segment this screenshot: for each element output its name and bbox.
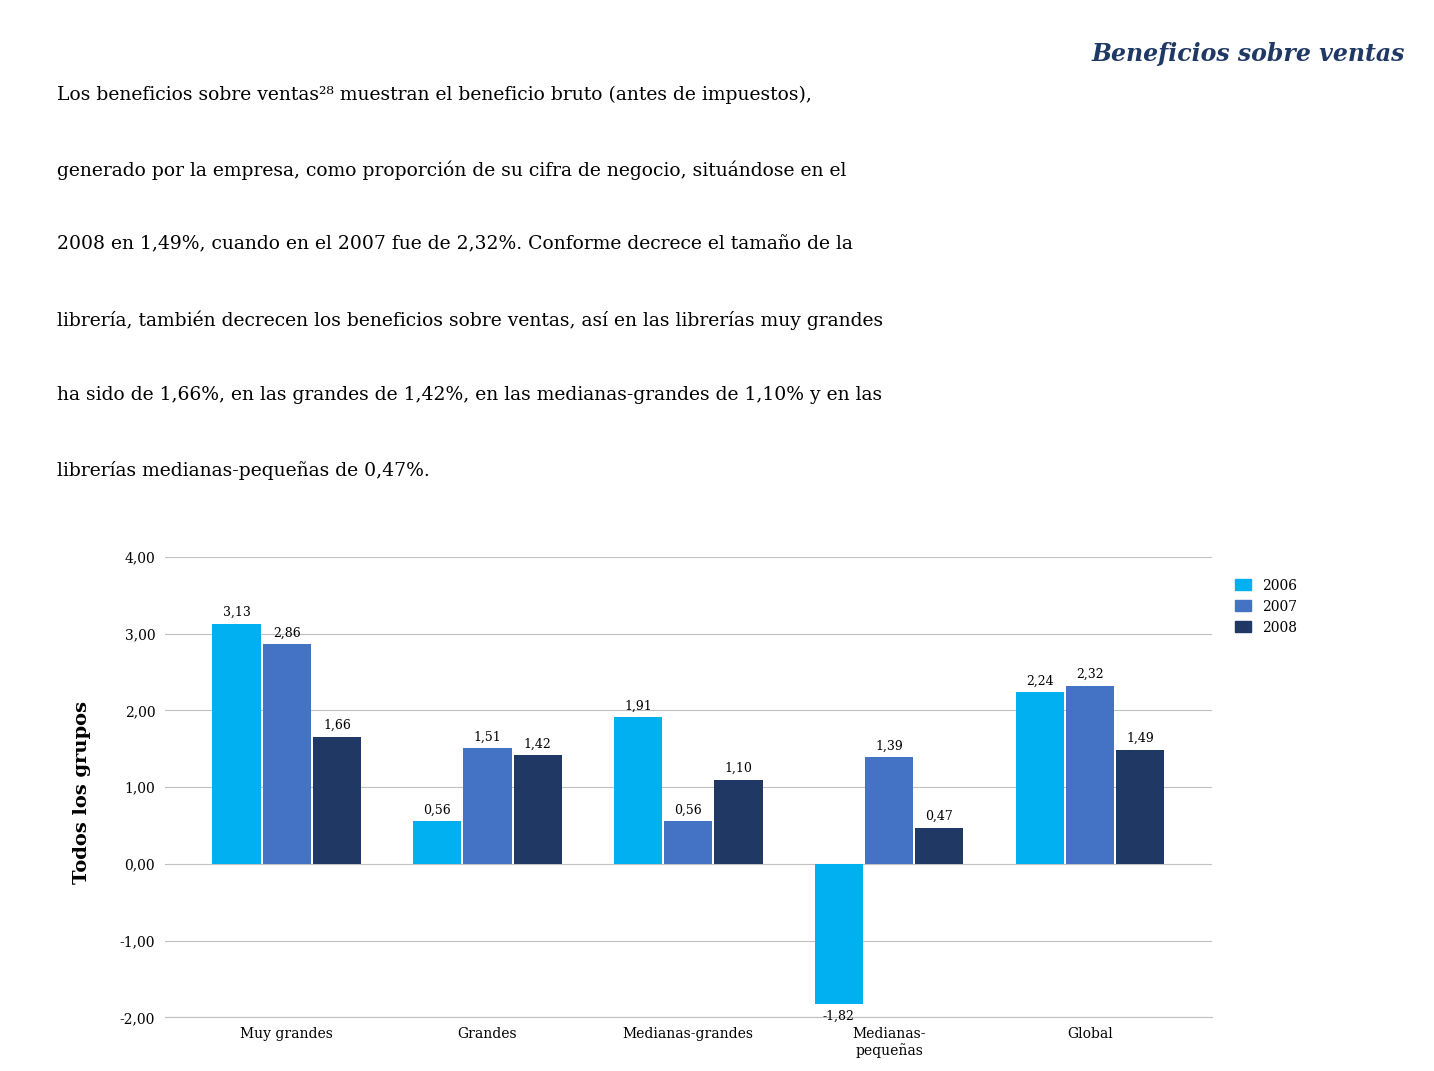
Text: 0,47: 0,47 — [925, 811, 954, 824]
Text: 1,51: 1,51 — [473, 730, 502, 743]
Bar — [915, 828, 964, 864]
Bar — [614, 718, 663, 864]
Text: librería, también decrecen los beneficios sobre ventas, así en las librerías muy: librería, también decrecen los beneficio… — [57, 311, 883, 330]
Text: 1,42: 1,42 — [523, 737, 552, 751]
Text: 2,32: 2,32 — [1076, 668, 1104, 681]
Text: 2008 en 1,49%, cuando en el 2007 fue de 2,32%. Conforme decrece el tamaño de la: 2008 en 1,49%, cuando en el 2007 fue de … — [57, 236, 853, 254]
Text: 1,66: 1,66 — [323, 719, 351, 731]
Legend: 2006, 2007, 2008: 2006, 2007, 2008 — [1229, 573, 1304, 640]
Text: 3,13: 3,13 — [222, 606, 251, 619]
Text: ha sido de 1,66%, en las grandes de 1,42%, en las medianas-grandes de 1,10% y en: ha sido de 1,66%, en las grandes de 1,42… — [57, 386, 882, 404]
Text: 1,39: 1,39 — [875, 740, 903, 753]
Bar — [463, 748, 512, 864]
Bar — [1116, 750, 1164, 864]
Bar — [714, 780, 763, 864]
Text: 0,56: 0,56 — [423, 803, 452, 816]
Text: librerías medianas-pequeñas de 0,47%.: librerías medianas-pequeñas de 0,47%. — [57, 461, 430, 480]
Bar — [513, 755, 562, 864]
Text: Beneficios sobre ventas: Beneficios sobre ventas — [1091, 42, 1405, 65]
Bar — [313, 737, 361, 864]
Text: 2,86: 2,86 — [272, 627, 301, 639]
Bar — [815, 864, 863, 1004]
Text: 1,49: 1,49 — [1126, 731, 1154, 745]
Text: 2,24: 2,24 — [1025, 675, 1054, 688]
Bar — [865, 757, 913, 864]
Text: Los beneficios sobre ventas²⁸ muestran el beneficio bruto (antes de impuestos),: Los beneficios sobre ventas²⁸ muestran e… — [57, 86, 812, 104]
Text: 1,10: 1,10 — [724, 761, 753, 775]
Text: Todos los grupos: Todos los grupos — [73, 702, 92, 884]
Bar — [1015, 692, 1064, 864]
Bar — [413, 821, 462, 864]
Text: generado por la empresa, como proporción de su cifra de negocio, situándose en e: generado por la empresa, como proporción… — [57, 161, 846, 180]
Bar — [212, 623, 261, 864]
Bar — [262, 645, 311, 864]
Text: 0,56: 0,56 — [674, 803, 703, 816]
Bar — [1065, 685, 1114, 864]
Text: 1,91: 1,91 — [624, 699, 652, 712]
Text: -1,82: -1,82 — [823, 1010, 855, 1023]
Bar — [664, 821, 713, 864]
